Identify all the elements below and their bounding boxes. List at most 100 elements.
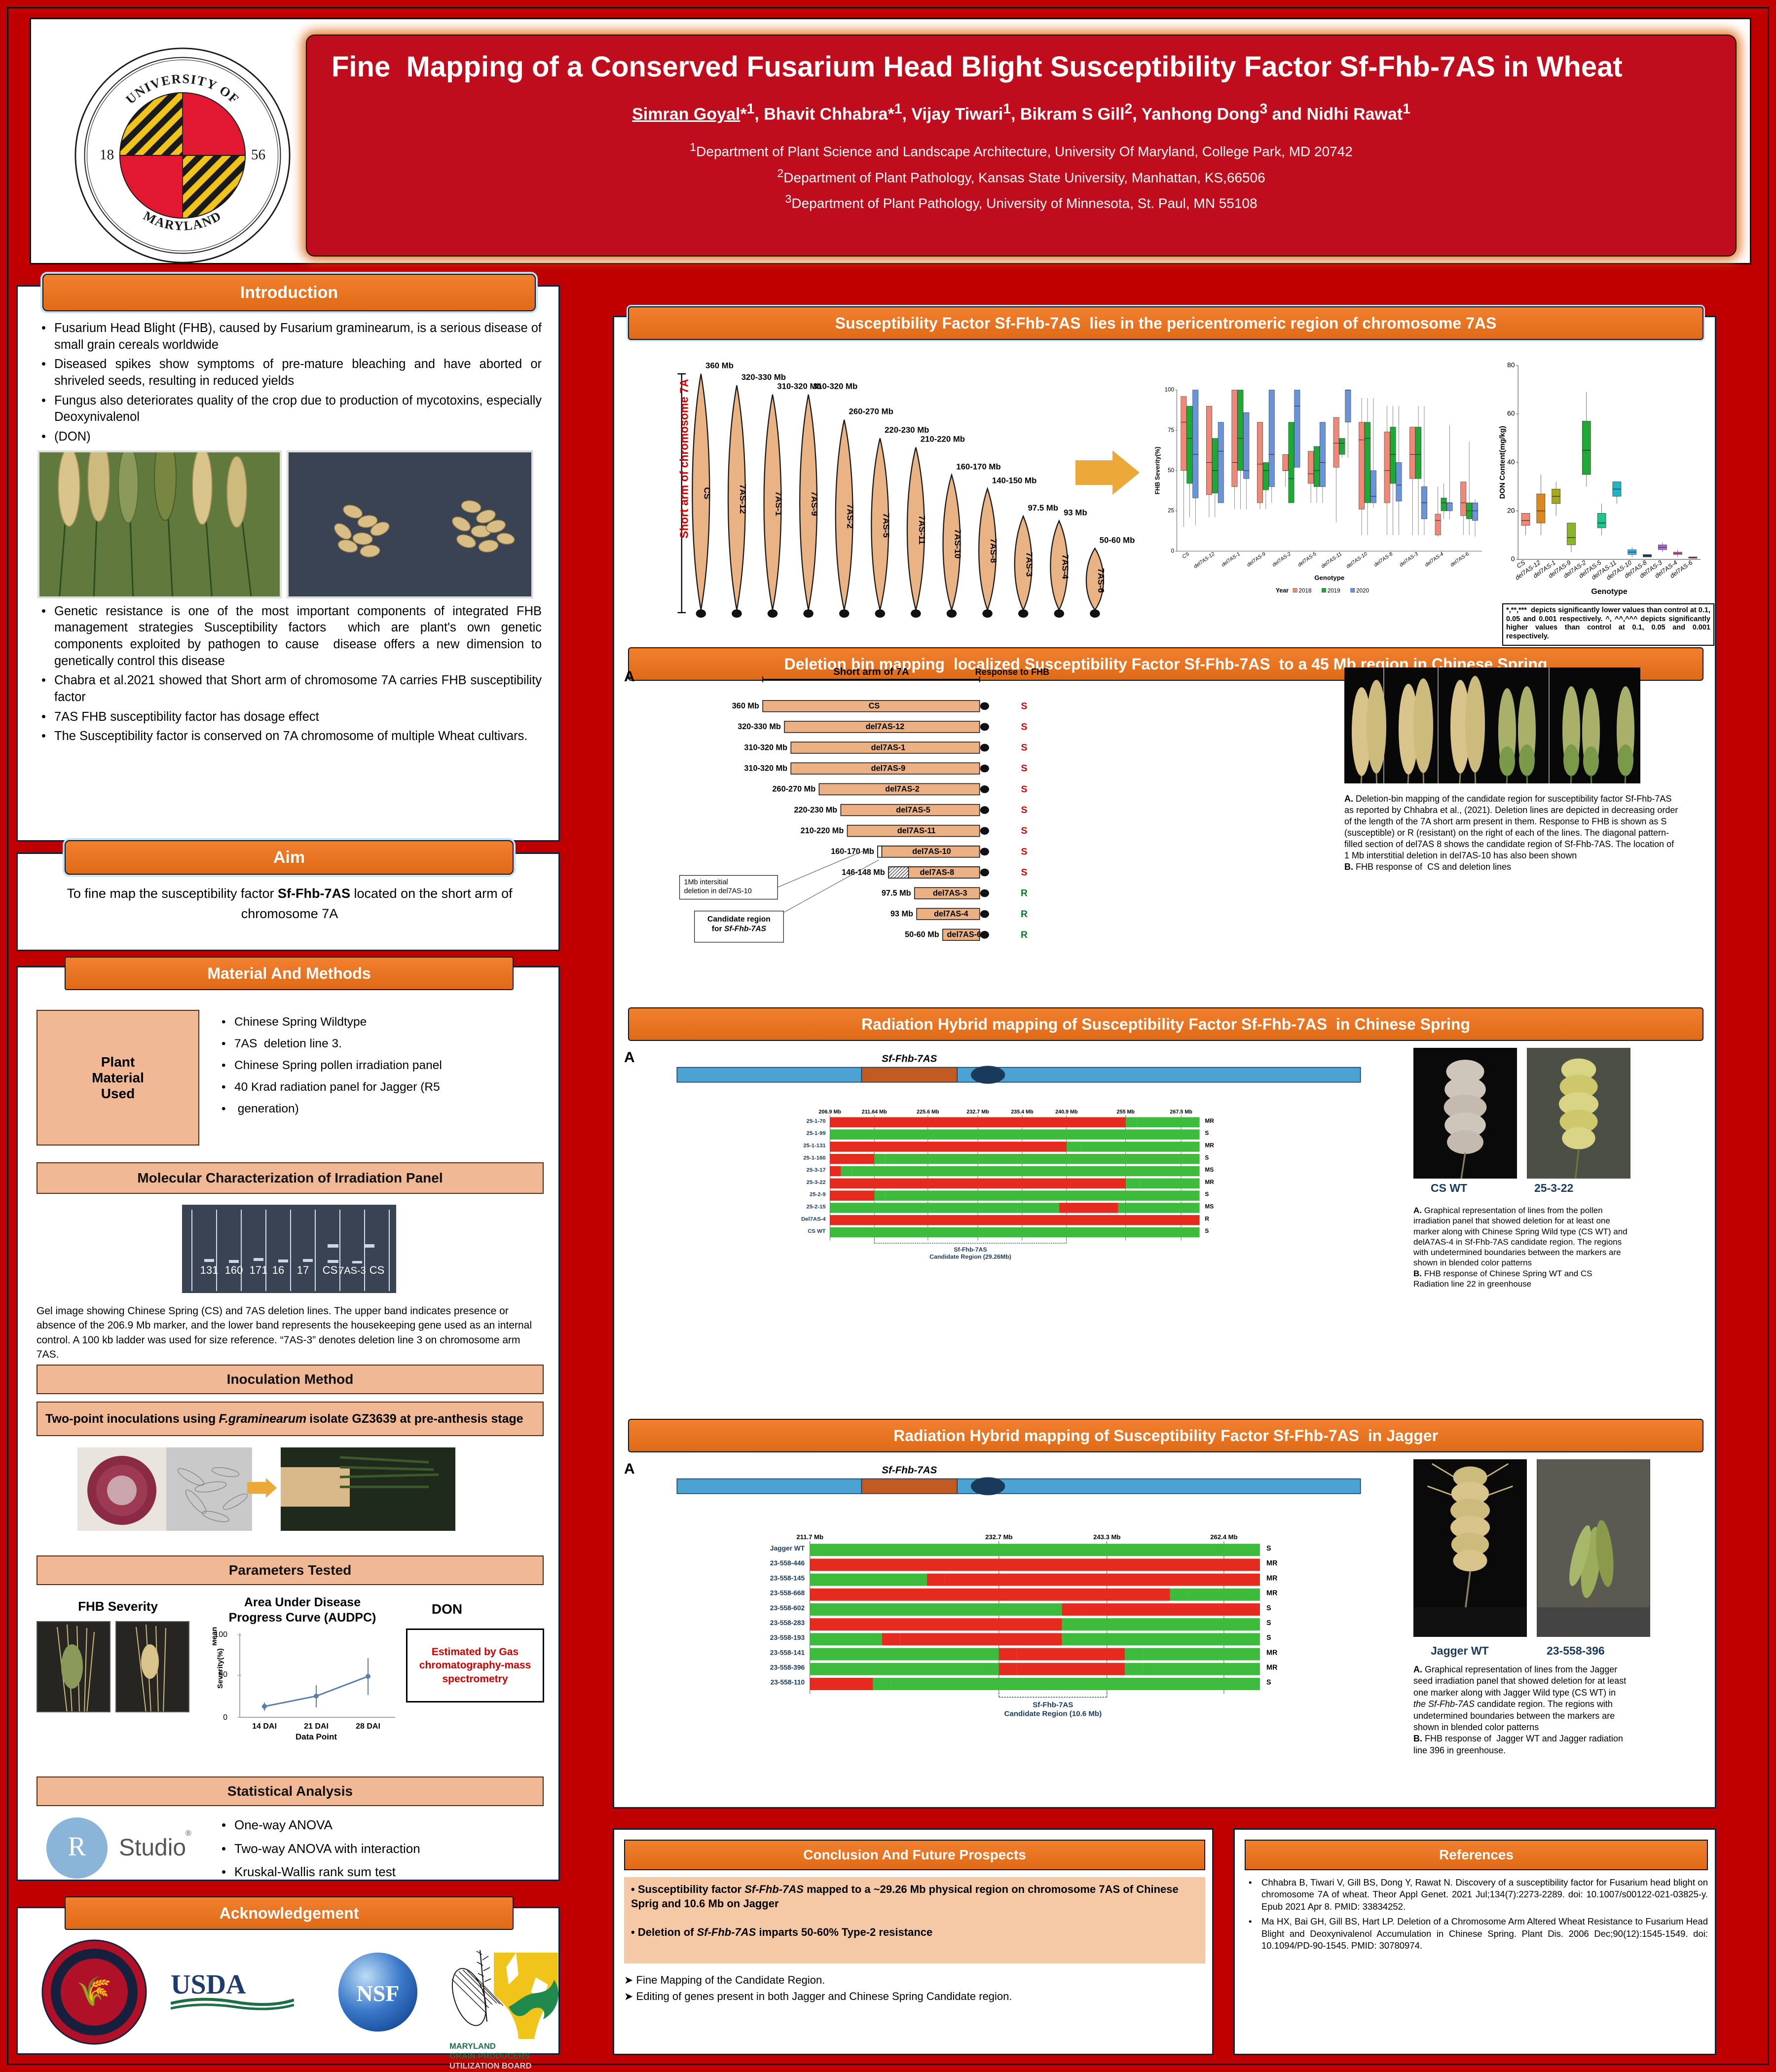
svg-text:97.5 Mb: 97.5 Mb <box>1028 503 1058 513</box>
svg-text:Sf-Fhb-7AS: Sf-Fhb-7AS <box>882 1053 937 1065</box>
svg-text:del7AS-11: del7AS-11 <box>1320 551 1343 570</box>
svg-text:del7AS-12: del7AS-12 <box>1193 551 1216 570</box>
svg-text:deletion in del7AS-10: deletion in del7AS-10 <box>684 888 752 895</box>
svg-text:56: 56 <box>251 147 265 163</box>
svg-text:S: S <box>1205 1227 1209 1234</box>
svg-text:Jagger WT: Jagger WT <box>770 1545 805 1552</box>
svg-text:23-558-193: 23-558-193 <box>770 1634 805 1641</box>
svg-text:50-60 Mb: 50-60 Mb <box>905 930 939 939</box>
svg-text:USDA: USDA <box>171 1969 246 2000</box>
svg-text:CS WT: CS WT <box>808 1228 826 1234</box>
svg-text:Severity(%): Severity(%) <box>216 1648 224 1689</box>
svg-text:MS: MS <box>1205 1166 1214 1173</box>
svg-text:171: 171 <box>250 1264 268 1276</box>
svg-text:16: 16 <box>272 1264 284 1276</box>
svg-text:del7AS-5: del7AS-5 <box>896 806 930 814</box>
svg-text:2018: 2018 <box>1299 588 1312 594</box>
svg-text:CS: CS <box>869 702 880 710</box>
svg-text:S: S <box>1021 722 1028 732</box>
svg-text:del7AS-9: del7AS-9 <box>871 764 906 773</box>
svg-text:240.9 Mb: 240.9 Mb <box>1055 1109 1078 1115</box>
svg-text:7AS-10: 7AS-10 <box>953 529 963 558</box>
svg-text:267.5 Mb: 267.5 Mb <box>1170 1109 1192 1115</box>
svg-text:DON Content(mg/kg): DON Content(mg/kg) <box>1498 426 1507 499</box>
svg-text:7AS-11: 7AS-11 <box>917 516 927 545</box>
svg-text:Candidate Region (10.6 Mb): Candidate Region (10.6 Mb) <box>1004 1709 1102 1718</box>
svg-text:7AS-6: 7AS-6 <box>1096 568 1106 593</box>
svg-text:S: S <box>1266 1634 1271 1642</box>
svg-text:75: 75 <box>1168 427 1174 433</box>
svg-text:160: 160 <box>225 1264 243 1276</box>
svg-text:255 Mb: 255 Mb <box>1116 1109 1135 1115</box>
svg-text:®: ® <box>185 1829 191 1838</box>
svg-text:CS: CS <box>370 1264 385 1276</box>
svg-text:Sf-Fhb-7AS: Sf-Fhb-7AS <box>954 1246 987 1253</box>
svg-text:210-220 Mb: 210-220 Mb <box>921 435 965 444</box>
svg-text:25: 25 <box>1168 508 1174 514</box>
svg-text:Year: Year <box>1276 587 1289 594</box>
svg-text:del7AS-8: del7AS-8 <box>1373 551 1394 568</box>
svg-text:del7AS-2: del7AS-2 <box>1271 551 1292 568</box>
svg-text:50: 50 <box>1168 467 1174 474</box>
svg-text:del7AS-6: del7AS-6 <box>947 930 982 939</box>
svg-text:7AS-1: 7AS-1 <box>774 491 784 516</box>
svg-text:Short arm of 7A: Short arm of 7A <box>833 667 909 677</box>
svg-text:S: S <box>1266 1619 1271 1627</box>
svg-text:Response to FHB: Response to FHB <box>975 667 1049 677</box>
svg-text:7AS-8: 7AS-8 <box>989 538 999 563</box>
svg-text:93 Mb: 93 Mb <box>890 910 913 919</box>
svg-text:MR: MR <box>1205 1179 1214 1185</box>
svg-text:NSF: NSF <box>357 1981 400 2006</box>
svg-text:50: 50 <box>219 1670 227 1679</box>
svg-text:Data Point: Data Point <box>296 1732 337 1741</box>
svg-text:MR: MR <box>1266 1590 1278 1597</box>
svg-text:CS: CS <box>702 487 712 500</box>
svg-text:MS: MS <box>1205 1203 1214 1210</box>
svg-text:S: S <box>1266 1679 1271 1687</box>
svg-text:Studio: Studio <box>119 1835 186 1861</box>
svg-text:23-558-283: 23-558-283 <box>770 1619 805 1627</box>
svg-text:225.6 Mb: 225.6 Mb <box>917 1109 939 1115</box>
svg-text:310-320 Mb: 310-320 Mb <box>813 382 857 391</box>
svg-text:25-3-22: 25-3-22 <box>807 1180 826 1185</box>
svg-text:del7AS-4: del7AS-4 <box>1424 551 1444 568</box>
svg-text:360 Mb: 360 Mb <box>705 361 734 370</box>
svg-text:Del7AS-4: Del7AS-4 <box>801 1216 826 1222</box>
svg-text:260-270 Mb: 260-270 Mb <box>773 785 816 794</box>
svg-text:S: S <box>1205 1191 1209 1198</box>
svg-text:del7AS-1: del7AS-1 <box>1221 551 1241 568</box>
svg-text:for Sf-Fhb-7AS: for Sf-Fhb-7AS <box>712 925 767 933</box>
svg-text:211.64 Mb: 211.64 Mb <box>862 1109 887 1115</box>
svg-text:320-330 Mb: 320-330 Mb <box>738 722 781 731</box>
svg-text:S: S <box>1205 1154 1209 1161</box>
svg-text:23-558-602: 23-558-602 <box>770 1604 805 1612</box>
svg-text:360 Mb: 360 Mb <box>732 702 759 710</box>
svg-text:25-1-99: 25-1-99 <box>807 1131 826 1137</box>
svg-text:220-230 Mb: 220-230 Mb <box>885 425 929 435</box>
svg-text:23-558-110: 23-558-110 <box>771 1679 805 1686</box>
svg-text:del7AS-10: del7AS-10 <box>1345 551 1369 570</box>
svg-text:R: R <box>68 1831 86 1861</box>
svg-text:Candidate region: Candidate region <box>707 915 771 924</box>
svg-text:18: 18 <box>100 147 114 163</box>
svg-text:17: 17 <box>297 1264 309 1276</box>
svg-text:25-1-160: 25-1-160 <box>803 1155 825 1161</box>
svg-text:160-170 Mb: 160-170 Mb <box>831 847 874 856</box>
svg-text:310-320 Mb: 310-320 Mb <box>744 764 787 773</box>
svg-text:7AS-5: 7AS-5 <box>881 513 891 538</box>
svg-text:S: S <box>1021 826 1028 836</box>
svg-text:7AS-3: 7AS-3 <box>338 1265 366 1276</box>
svg-text:del7AS-6: del7AS-6 <box>1449 551 1470 568</box>
svg-text:235.4 Mb: 235.4 Mb <box>1011 1109 1034 1115</box>
svg-text:50-60 Mb: 50-60 Mb <box>1100 535 1135 545</box>
svg-text:del7AS-5: del7AS-5 <box>1296 551 1317 568</box>
svg-text:Candidate Region (29.26Mb): Candidate Region (29.26Mb) <box>929 1253 1011 1260</box>
svg-text:7AS-3: 7AS-3 <box>1025 552 1035 577</box>
svg-text:2020: 2020 <box>1356 588 1369 594</box>
svg-text:CS: CS <box>323 1264 338 1276</box>
svg-text:CS: CS <box>1181 551 1190 560</box>
svg-text:80: 80 <box>1507 361 1515 369</box>
svg-text:Genotype: Genotype <box>1591 588 1628 596</box>
svg-text:S: S <box>1021 847 1028 857</box>
svg-text:0: 0 <box>223 1713 227 1722</box>
